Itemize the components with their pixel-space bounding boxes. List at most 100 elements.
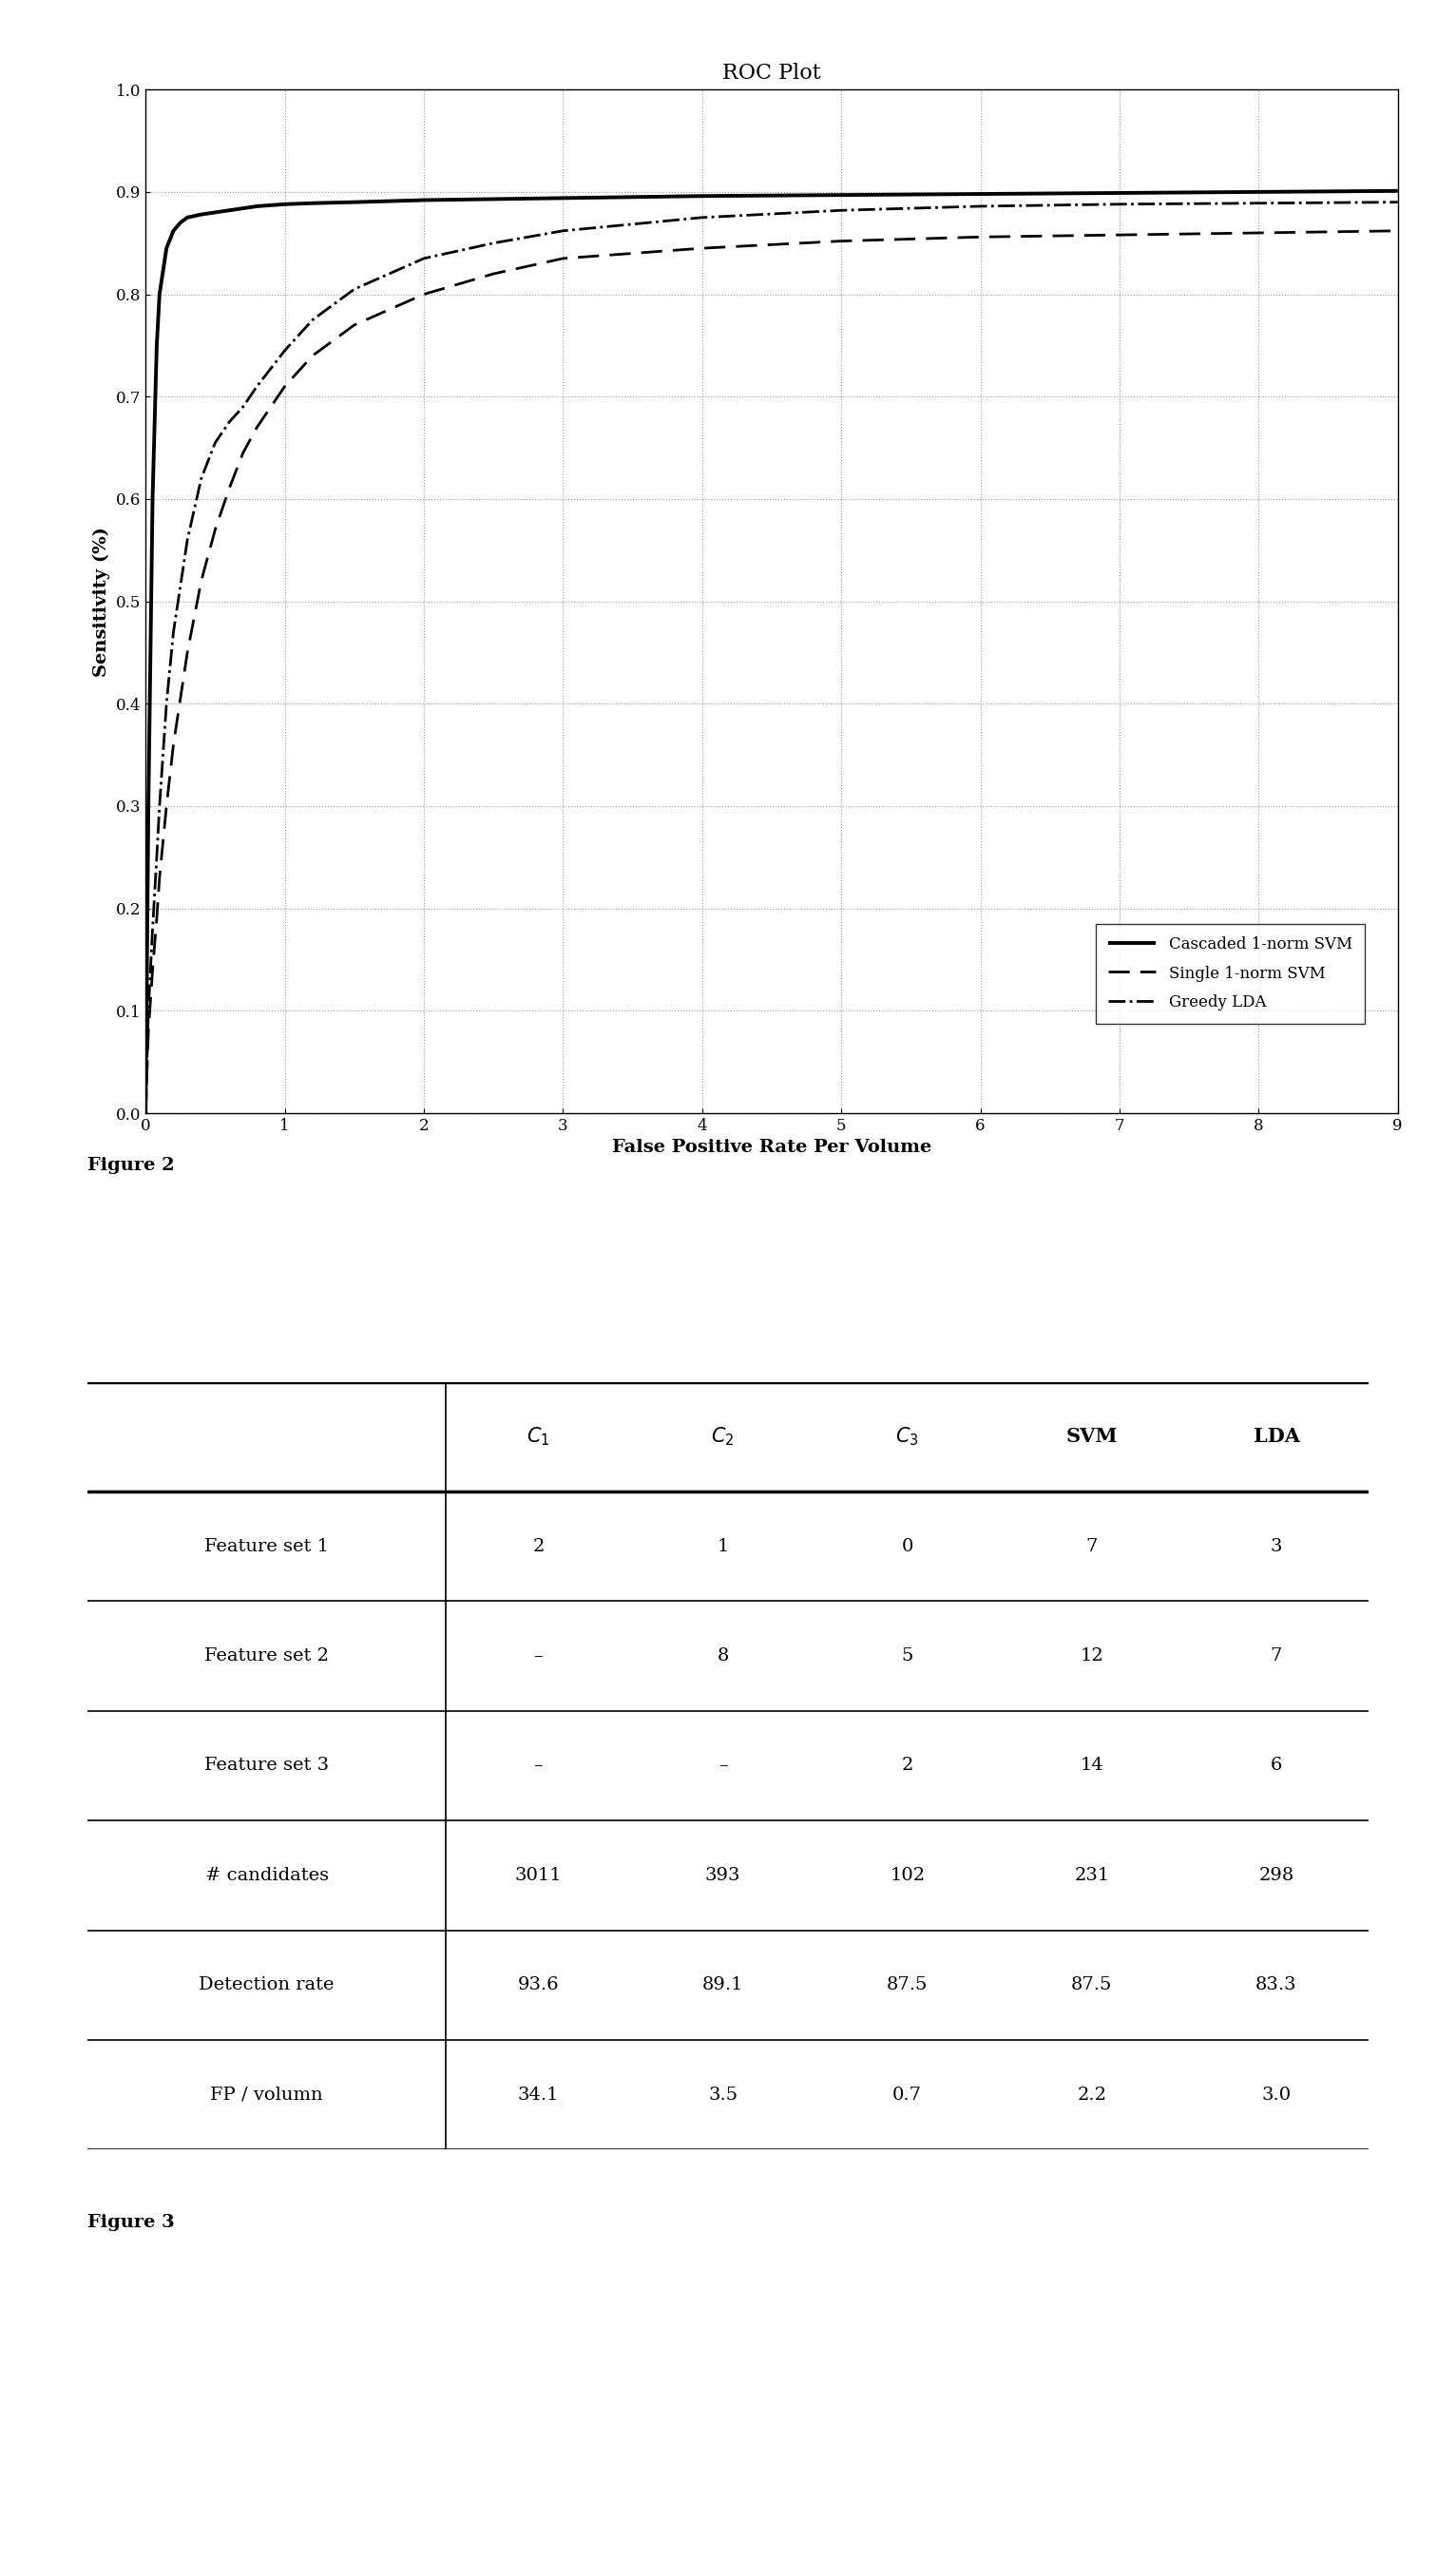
Cascaded 1-norm SVM: [220, 194, 237, 225]
Greedy LDA: [140, 995, 157, 1026]
Greedy LDA: [345, 274, 363, 305]
Single 1-norm SVM: [151, 862, 169, 893]
Text: 231: 231: [1075, 1868, 1109, 1883]
Single 1-norm SVM: [555, 243, 572, 274]
Single 1-norm SVM: [137, 1098, 154, 1129]
Text: $C_2$: $C_2$: [711, 1425, 734, 1448]
Single 1-norm SVM: [165, 729, 182, 760]
Line: Single 1-norm SVM: Single 1-norm SVM: [146, 230, 1398, 1113]
Greedy LDA: [971, 192, 989, 223]
Text: 2: 2: [901, 1758, 913, 1773]
Greedy LDA: [192, 463, 210, 494]
Single 1-norm SVM: [833, 225, 850, 256]
Text: 3: 3: [1271, 1538, 1283, 1556]
Line: Cascaded 1-norm SVM: Cascaded 1-norm SVM: [146, 192, 1398, 1113]
Cascaded 1-norm SVM: [262, 189, 280, 220]
Text: 1: 1: [716, 1538, 729, 1556]
Greedy LDA: [144, 914, 162, 944]
Greedy LDA: [277, 335, 294, 366]
Text: 2: 2: [533, 1538, 545, 1556]
Text: Figure 3: Figure 3: [87, 2214, 175, 2231]
Single 1-norm SVM: [248, 412, 265, 443]
Text: –: –: [534, 1758, 543, 1773]
Single 1-norm SVM: [207, 514, 224, 545]
Text: 298: 298: [1258, 1868, 1294, 1883]
Cascaded 1-norm SVM: [1389, 177, 1406, 207]
Greedy LDA: [151, 791, 169, 821]
Text: Feature set 2: Feature set 2: [204, 1648, 329, 1663]
Title: ROC Plot: ROC Plot: [722, 64, 821, 84]
Single 1-norm SVM: [485, 258, 502, 289]
Text: 89.1: 89.1: [702, 1976, 744, 1993]
Text: $C_3$: $C_3$: [895, 1425, 919, 1448]
Text: 87.5: 87.5: [1072, 1976, 1112, 1993]
Text: 3.5: 3.5: [708, 2086, 738, 2103]
Text: 93.6: 93.6: [518, 1976, 559, 1993]
Greedy LDA: [693, 202, 711, 233]
Cascaded 1-norm SVM: [485, 184, 502, 215]
Greedy LDA: [1389, 187, 1406, 218]
Text: Figure 2: Figure 2: [87, 1157, 175, 1175]
Cascaded 1-norm SVM: [149, 330, 166, 361]
Cascaded 1-norm SVM: [172, 207, 189, 238]
Greedy LDA: [157, 688, 175, 719]
Cascaded 1-norm SVM: [179, 202, 197, 233]
Text: 0.7: 0.7: [893, 2086, 922, 2103]
X-axis label: False Positive Rate Per Volume: False Positive Rate Per Volume: [612, 1139, 932, 1157]
Cascaded 1-norm SVM: [137, 1098, 154, 1129]
Cascaded 1-norm SVM: [1249, 177, 1267, 207]
Single 1-norm SVM: [157, 791, 175, 821]
Cascaded 1-norm SVM: [277, 189, 294, 220]
Single 1-norm SVM: [179, 637, 197, 668]
Text: Feature set 3: Feature set 3: [204, 1758, 329, 1773]
Text: 0: 0: [901, 1538, 913, 1556]
Greedy LDA: [137, 1098, 154, 1129]
Single 1-norm SVM: [693, 233, 711, 264]
Text: 8: 8: [716, 1648, 729, 1663]
Greedy LDA: [1111, 189, 1128, 220]
Single 1-norm SVM: [140, 1016, 157, 1047]
Cascaded 1-norm SVM: [144, 484, 162, 514]
Cascaded 1-norm SVM: [833, 179, 850, 210]
Cascaded 1-norm SVM: [971, 179, 989, 210]
Text: # candidates: # candidates: [205, 1868, 329, 1883]
Text: LDA: LDA: [1254, 1428, 1300, 1446]
Text: –: –: [534, 1648, 543, 1663]
Cascaded 1-norm SVM: [192, 200, 210, 230]
Text: 7: 7: [1086, 1538, 1098, 1556]
Greedy LDA: [220, 407, 237, 438]
Single 1-norm SVM: [192, 566, 210, 596]
Single 1-norm SVM: [415, 279, 432, 310]
Cascaded 1-norm SVM: [157, 233, 175, 264]
Single 1-norm SVM: [144, 955, 162, 985]
Single 1-norm SVM: [345, 310, 363, 340]
Text: Detection rate: Detection rate: [199, 1976, 335, 1993]
Greedy LDA: [207, 427, 224, 458]
Text: 87.5: 87.5: [887, 1976, 927, 1993]
Cascaded 1-norm SVM: [345, 187, 363, 218]
Legend: Cascaded 1-norm SVM, Single 1-norm SVM, Greedy LDA: Cascaded 1-norm SVM, Single 1-norm SVM, …: [1096, 924, 1364, 1024]
Text: $C_1$: $C_1$: [527, 1425, 550, 1448]
Greedy LDA: [149, 842, 166, 873]
Cascaded 1-norm SVM: [693, 182, 711, 212]
Cascaded 1-norm SVM: [1111, 177, 1128, 207]
Cascaded 1-norm SVM: [140, 791, 157, 821]
Single 1-norm SVM: [234, 438, 252, 468]
Greedy LDA: [833, 194, 850, 225]
Greedy LDA: [234, 392, 252, 422]
Greedy LDA: [165, 617, 182, 647]
Text: 2.2: 2.2: [1077, 2086, 1107, 2103]
Cascaded 1-norm SVM: [151, 279, 169, 310]
Text: 34.1: 34.1: [518, 2086, 559, 2103]
Text: 3011: 3011: [515, 1868, 562, 1883]
Single 1-norm SVM: [1111, 220, 1128, 251]
Single 1-norm SVM: [277, 371, 294, 402]
Single 1-norm SVM: [149, 903, 166, 934]
Greedy LDA: [485, 228, 502, 258]
Single 1-norm SVM: [220, 473, 237, 504]
Cascaded 1-norm SVM: [415, 184, 432, 215]
Cascaded 1-norm SVM: [555, 182, 572, 212]
Greedy LDA: [555, 215, 572, 246]
Single 1-norm SVM: [1249, 218, 1267, 248]
Text: 14: 14: [1080, 1758, 1104, 1773]
